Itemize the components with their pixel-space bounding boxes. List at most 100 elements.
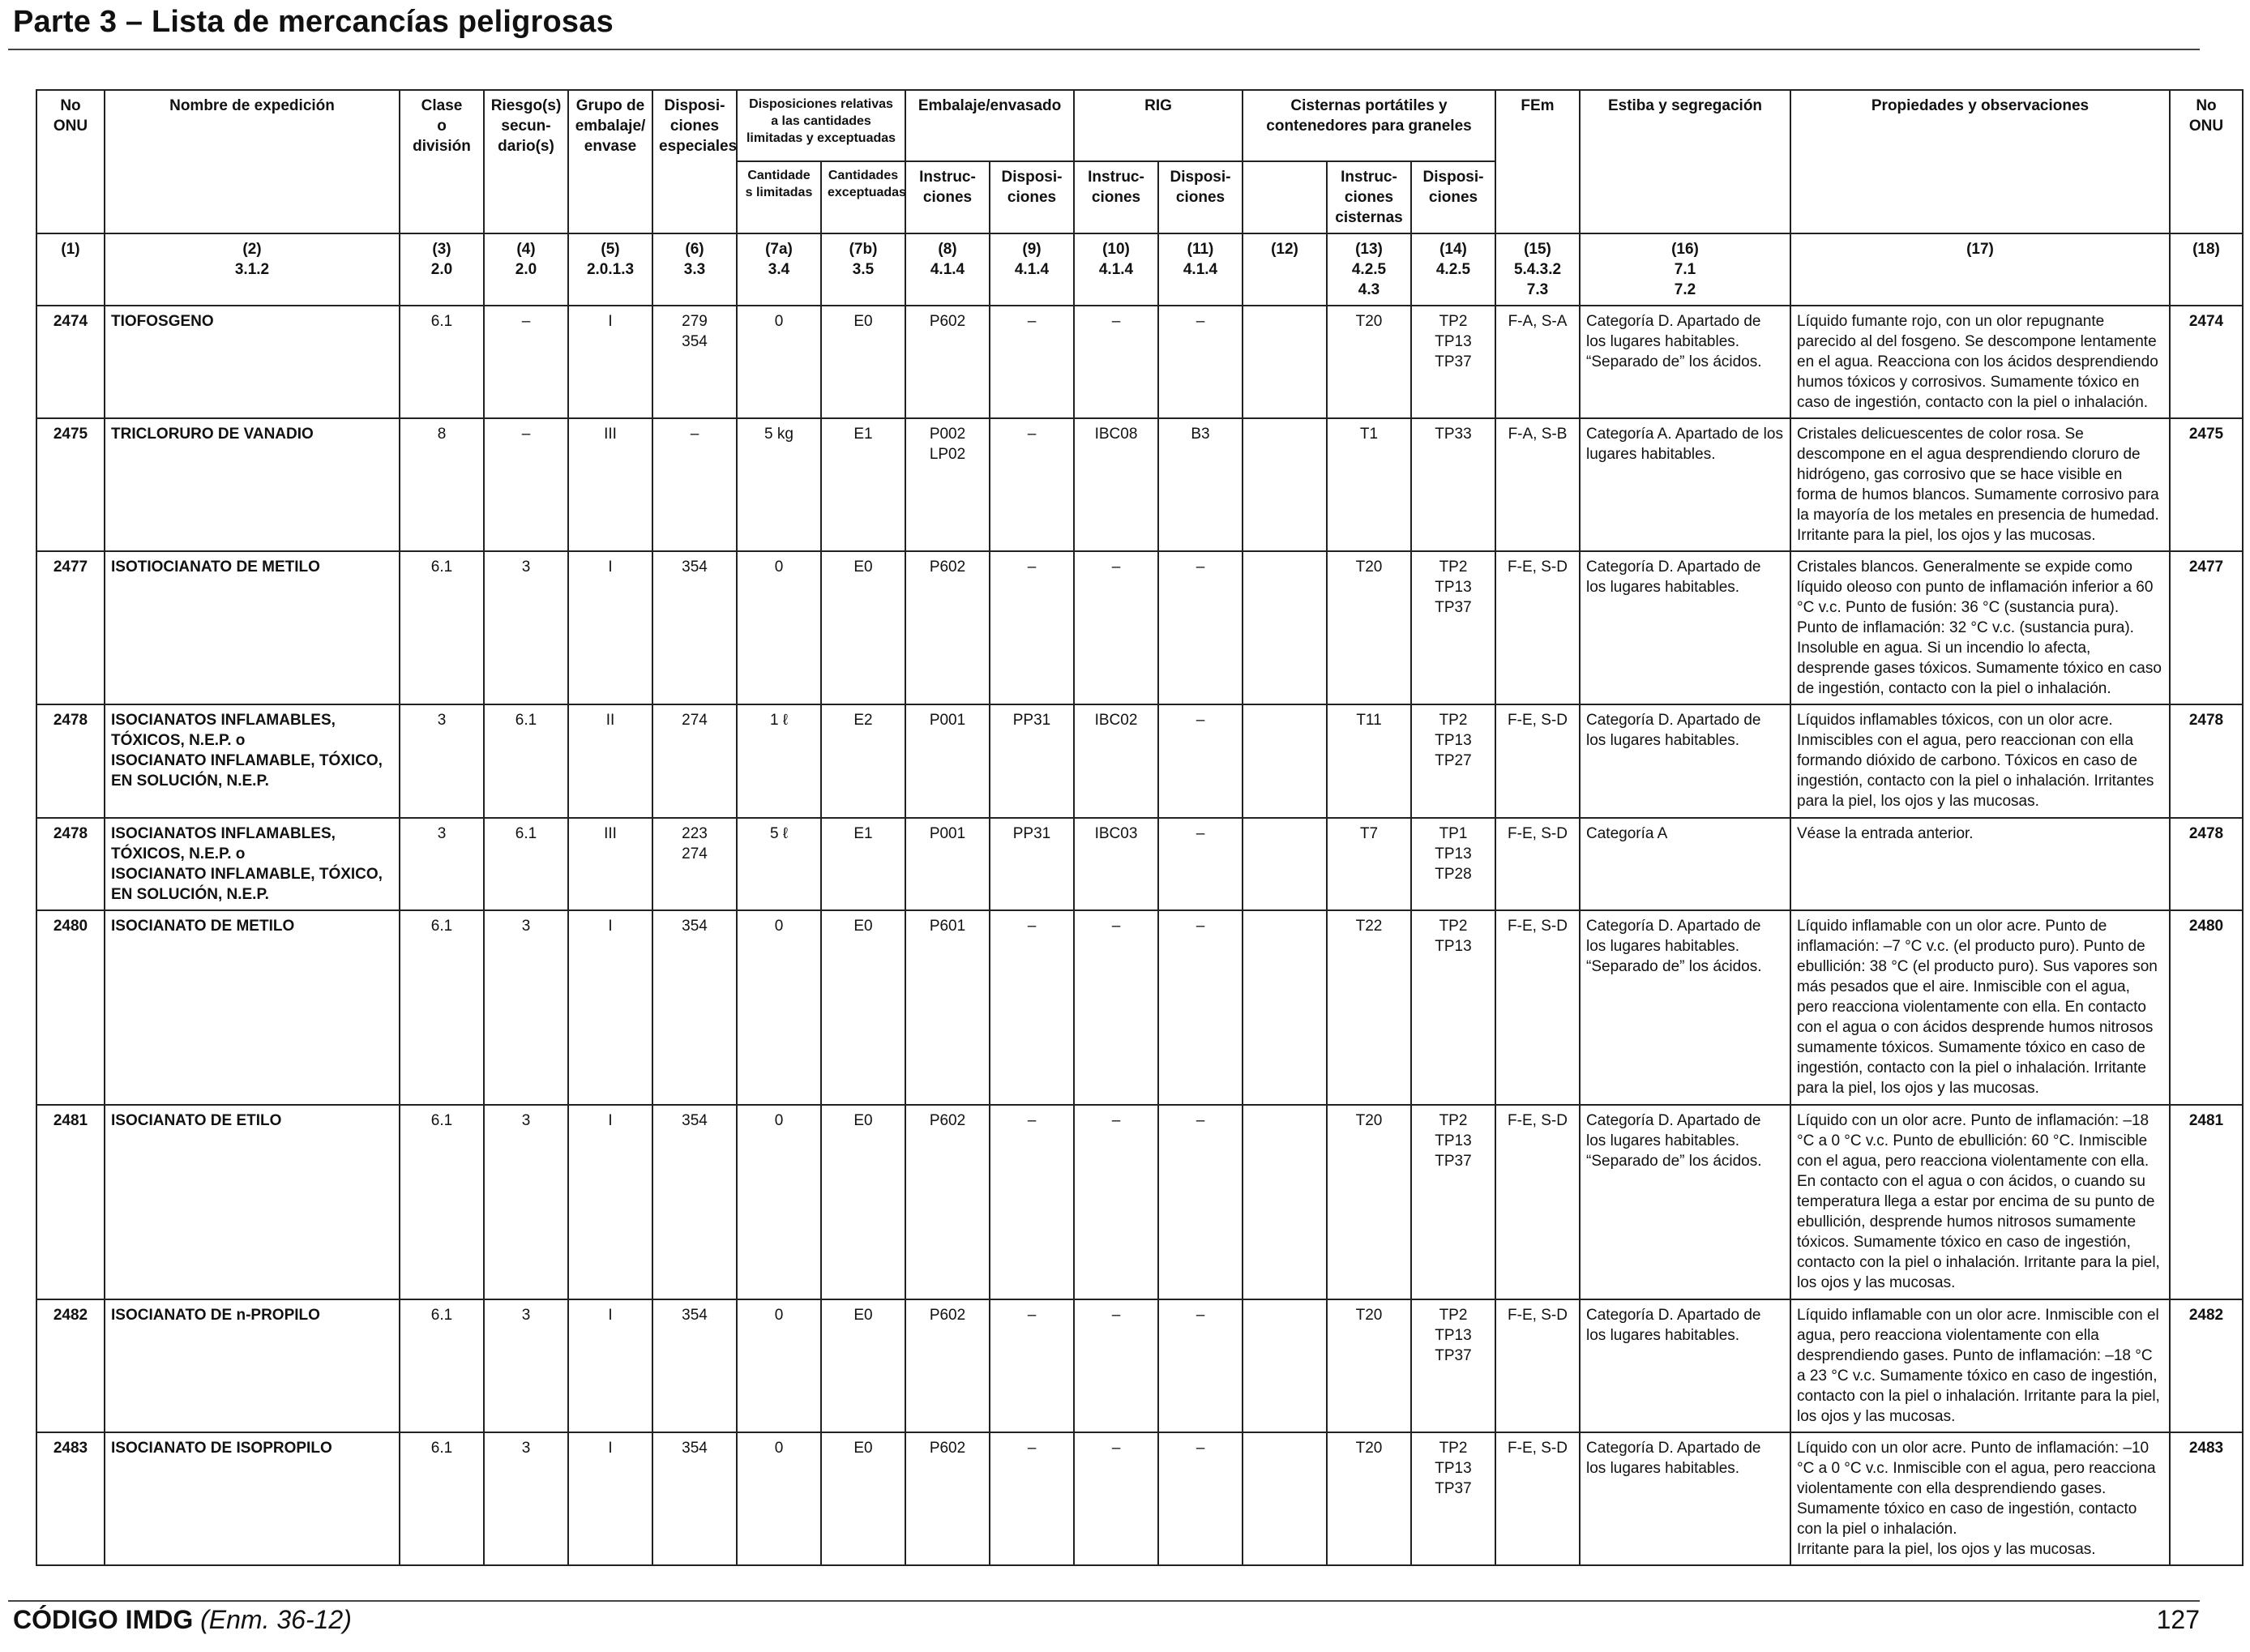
cell-ems: F-E, S-D: [1495, 817, 1581, 911]
table-row: 2480 ISOCIANATO DE METILO 6.1 3 I 354 0 E0 P601–…: [36, 909, 2244, 1106]
cell-shipping-name: ISOCIANATO DE n-PROPILO: [104, 1299, 400, 1433]
table-row: 2475 TRICLORURO DE VANADIO 8– III –5 kg E1 P00…: [36, 417, 2244, 552]
cell-packaging-provision: –: [989, 1432, 1075, 1566]
cell-ems: F-E, S-D: [1495, 909, 1581, 1106]
cell-ibc-provision: B3: [1157, 417, 1243, 552]
header-blank-1: [36, 161, 105, 234]
cell-ibc-instruction: –: [1073, 550, 1159, 705]
cell-ibc-instruction: –: [1073, 909, 1159, 1106]
cell-ibc-instruction: IBC03: [1073, 817, 1159, 911]
cell-un-number: 2481: [36, 1104, 105, 1300]
cell-ems: F-A, S-B: [1495, 417, 1581, 552]
cell-stowage: Categoría D. Apartado de los lugares hab…: [1579, 1432, 1791, 1566]
cell-un-number: 2480: [36, 909, 105, 1106]
cell-excepted-quantity: E0: [820, 1432, 906, 1566]
header-packing-group: Grupo de embalaje/ envase: [567, 89, 653, 161]
cell-special-provisions: 354: [652, 1104, 738, 1300]
cell-shipping-name: ISOCIANATO DE ETILO: [104, 1104, 400, 1300]
cell-packaging-provision: PP31: [989, 817, 1075, 911]
cell-column-12: [1242, 817, 1328, 911]
column-number: (7a) 3.4: [736, 233, 822, 306]
cell-packaging-instruction: P602: [905, 1104, 990, 1300]
cell-packaging-instruction: P001: [905, 704, 990, 819]
cell-subsidiary-risk: 3: [483, 1432, 569, 1566]
cell-shipping-name: ISOCIANATOS INFLAMABLES, TÓXICOS, N.E.P.…: [104, 704, 400, 819]
cell-un-number-right: 2475: [2169, 417, 2244, 552]
cell-limited-quantity: 0: [736, 305, 822, 419]
footer-code: CÓDIGO IMDG: [13, 1605, 194, 1634]
cell-packing-group: III: [567, 417, 653, 552]
footer-source: CÓDIGO IMDG (Enm. 36-12): [13, 1605, 352, 1635]
cell-column-12: [1242, 1104, 1328, 1300]
cell-special-provisions: –: [652, 417, 738, 552]
cell-subsidiary-risk: 6.1: [483, 704, 569, 819]
cell-un-number-right: 2481: [2169, 1104, 2244, 1300]
cell-stowage: Categoría A: [1579, 817, 1791, 911]
cell-ibc-instruction: IBC02: [1073, 704, 1159, 819]
cell-special-provisions: 354: [652, 909, 738, 1106]
cell-column-12: [1242, 1299, 1328, 1433]
header-stowage: Estiba y segregación: [1579, 89, 1791, 161]
column-number: (15) 5.4.3.2 7.3: [1495, 233, 1581, 306]
table-body: 2474 TIOFOSGENO 6.1– I 279 354 0 E0 P602– – – T20 T…: [36, 305, 2244, 1566]
cell-packing-group: I: [567, 305, 653, 419]
dangerous-goods-table: No ONU Nombre de expedición Clase o divi…: [36, 89, 2244, 1566]
cell-stowage: Categoría A. Apartado de los lugares hab…: [1579, 417, 1791, 552]
header-tank-provisions: Disposi- ciones: [1410, 160, 1496, 234]
cell-column-12: [1242, 417, 1328, 552]
header-packaging-instructions: Instruc- ciones: [905, 160, 990, 234]
cell-class: 6.1: [399, 1432, 485, 1566]
cell-excepted-quantity: E0: [820, 909, 906, 1106]
cell-class: 6.1: [399, 550, 485, 705]
cell-stowage: Categoría D. Apartado de los lugares hab…: [1579, 704, 1791, 819]
header-un-number: No ONU: [36, 89, 105, 161]
header-portable-tanks: Cisternas portátiles y contenedores para…: [1242, 89, 1496, 162]
cell-class: 8: [399, 417, 485, 552]
cell-excepted-quantity: E1: [820, 417, 906, 552]
cell-properties: Líquido con un olor acre. Punto de infla…: [1790, 1432, 2171, 1566]
cell-properties: Cristales blancos. Generalmente se expid…: [1790, 550, 2171, 705]
header-blank-17: [1790, 161, 2171, 234]
cell-subsidiary-risk: 3: [483, 550, 569, 705]
cell-excepted-quantity: E0: [820, 305, 906, 419]
header-blank-4: [483, 161, 569, 234]
cell-excepted-quantity: E1: [820, 817, 906, 911]
cell-stowage: Categoría D. Apartado de los lugares hab…: [1579, 550, 1791, 705]
cell-properties: Líquido con un olor acre. Punto de infla…: [1790, 1104, 2171, 1300]
cell-tank-provision: TP2 TP13 TP37: [1410, 1432, 1496, 1566]
cell-limited-quantity: 1 ℓ: [736, 704, 822, 819]
cell-shipping-name: ISOCIANATO DE ISOPROPILO: [104, 1432, 400, 1566]
column-number: (1): [36, 233, 105, 306]
table-row: 2478 ISOCIANATOS INFLAMABLES, TÓXICOS, N.…: [36, 817, 2244, 911]
cell-packing-group: III: [567, 817, 653, 911]
cell-ems: F-E, S-D: [1495, 1104, 1581, 1300]
page-title: Parte 3 – Lista de mercancías peligrosas: [13, 5, 614, 39]
cell-shipping-name: ISOCIANATOS INFLAMABLES, TÓXICOS, N.E.P.…: [104, 817, 400, 911]
cell-subsidiary-risk: 3: [483, 1299, 569, 1433]
cell-limited-quantity: 0: [736, 909, 822, 1106]
cell-tank-instruction: T11: [1326, 704, 1412, 819]
cell-ibc-instruction: IBC08: [1073, 417, 1159, 552]
cell-stowage: Categoría D. Apartado de los lugares hab…: [1579, 909, 1791, 1106]
cell-packaging-instruction: P002 LP02: [905, 417, 990, 552]
cell-special-provisions: 354: [652, 550, 738, 705]
cell-un-number: 2482: [36, 1299, 105, 1433]
cell-tank-instruction: T22: [1326, 909, 1412, 1106]
cell-ibc-instruction: –: [1073, 1299, 1159, 1433]
table-row: 2481 ISOCIANATO DE ETILO 6.1 3 I 354 0 E0 P602– –…: [36, 1104, 2244, 1300]
table-row: 2477 ISOTIOCIANATO DE METILO 6.1 3 I 354 0 E0 P6…: [36, 550, 2244, 705]
cell-un-number-right: 2483: [2169, 1432, 2244, 1566]
cell-column-12: [1242, 1432, 1328, 1566]
cell-ems: F-E, S-D: [1495, 1432, 1581, 1566]
cell-tank-instruction: T20: [1326, 1299, 1412, 1433]
column-number: (14) 4.2.5: [1410, 233, 1496, 306]
cell-un-number: 2474: [36, 305, 105, 419]
cell-tank-instruction: T1: [1326, 417, 1412, 552]
cell-properties: Líquidos inflamables tóxicos, con un olo…: [1790, 704, 2171, 819]
cell-tank-instruction: T20: [1326, 550, 1412, 705]
cell-packaging-provision: –: [989, 417, 1075, 552]
column-number: (9) 4.1.4: [989, 233, 1075, 306]
cell-shipping-name: TRICLORURO DE VANADIO: [104, 417, 400, 552]
header-limited-quantities: Cantidade s limitadas: [736, 160, 822, 234]
cell-subsidiary-risk: –: [483, 305, 569, 419]
